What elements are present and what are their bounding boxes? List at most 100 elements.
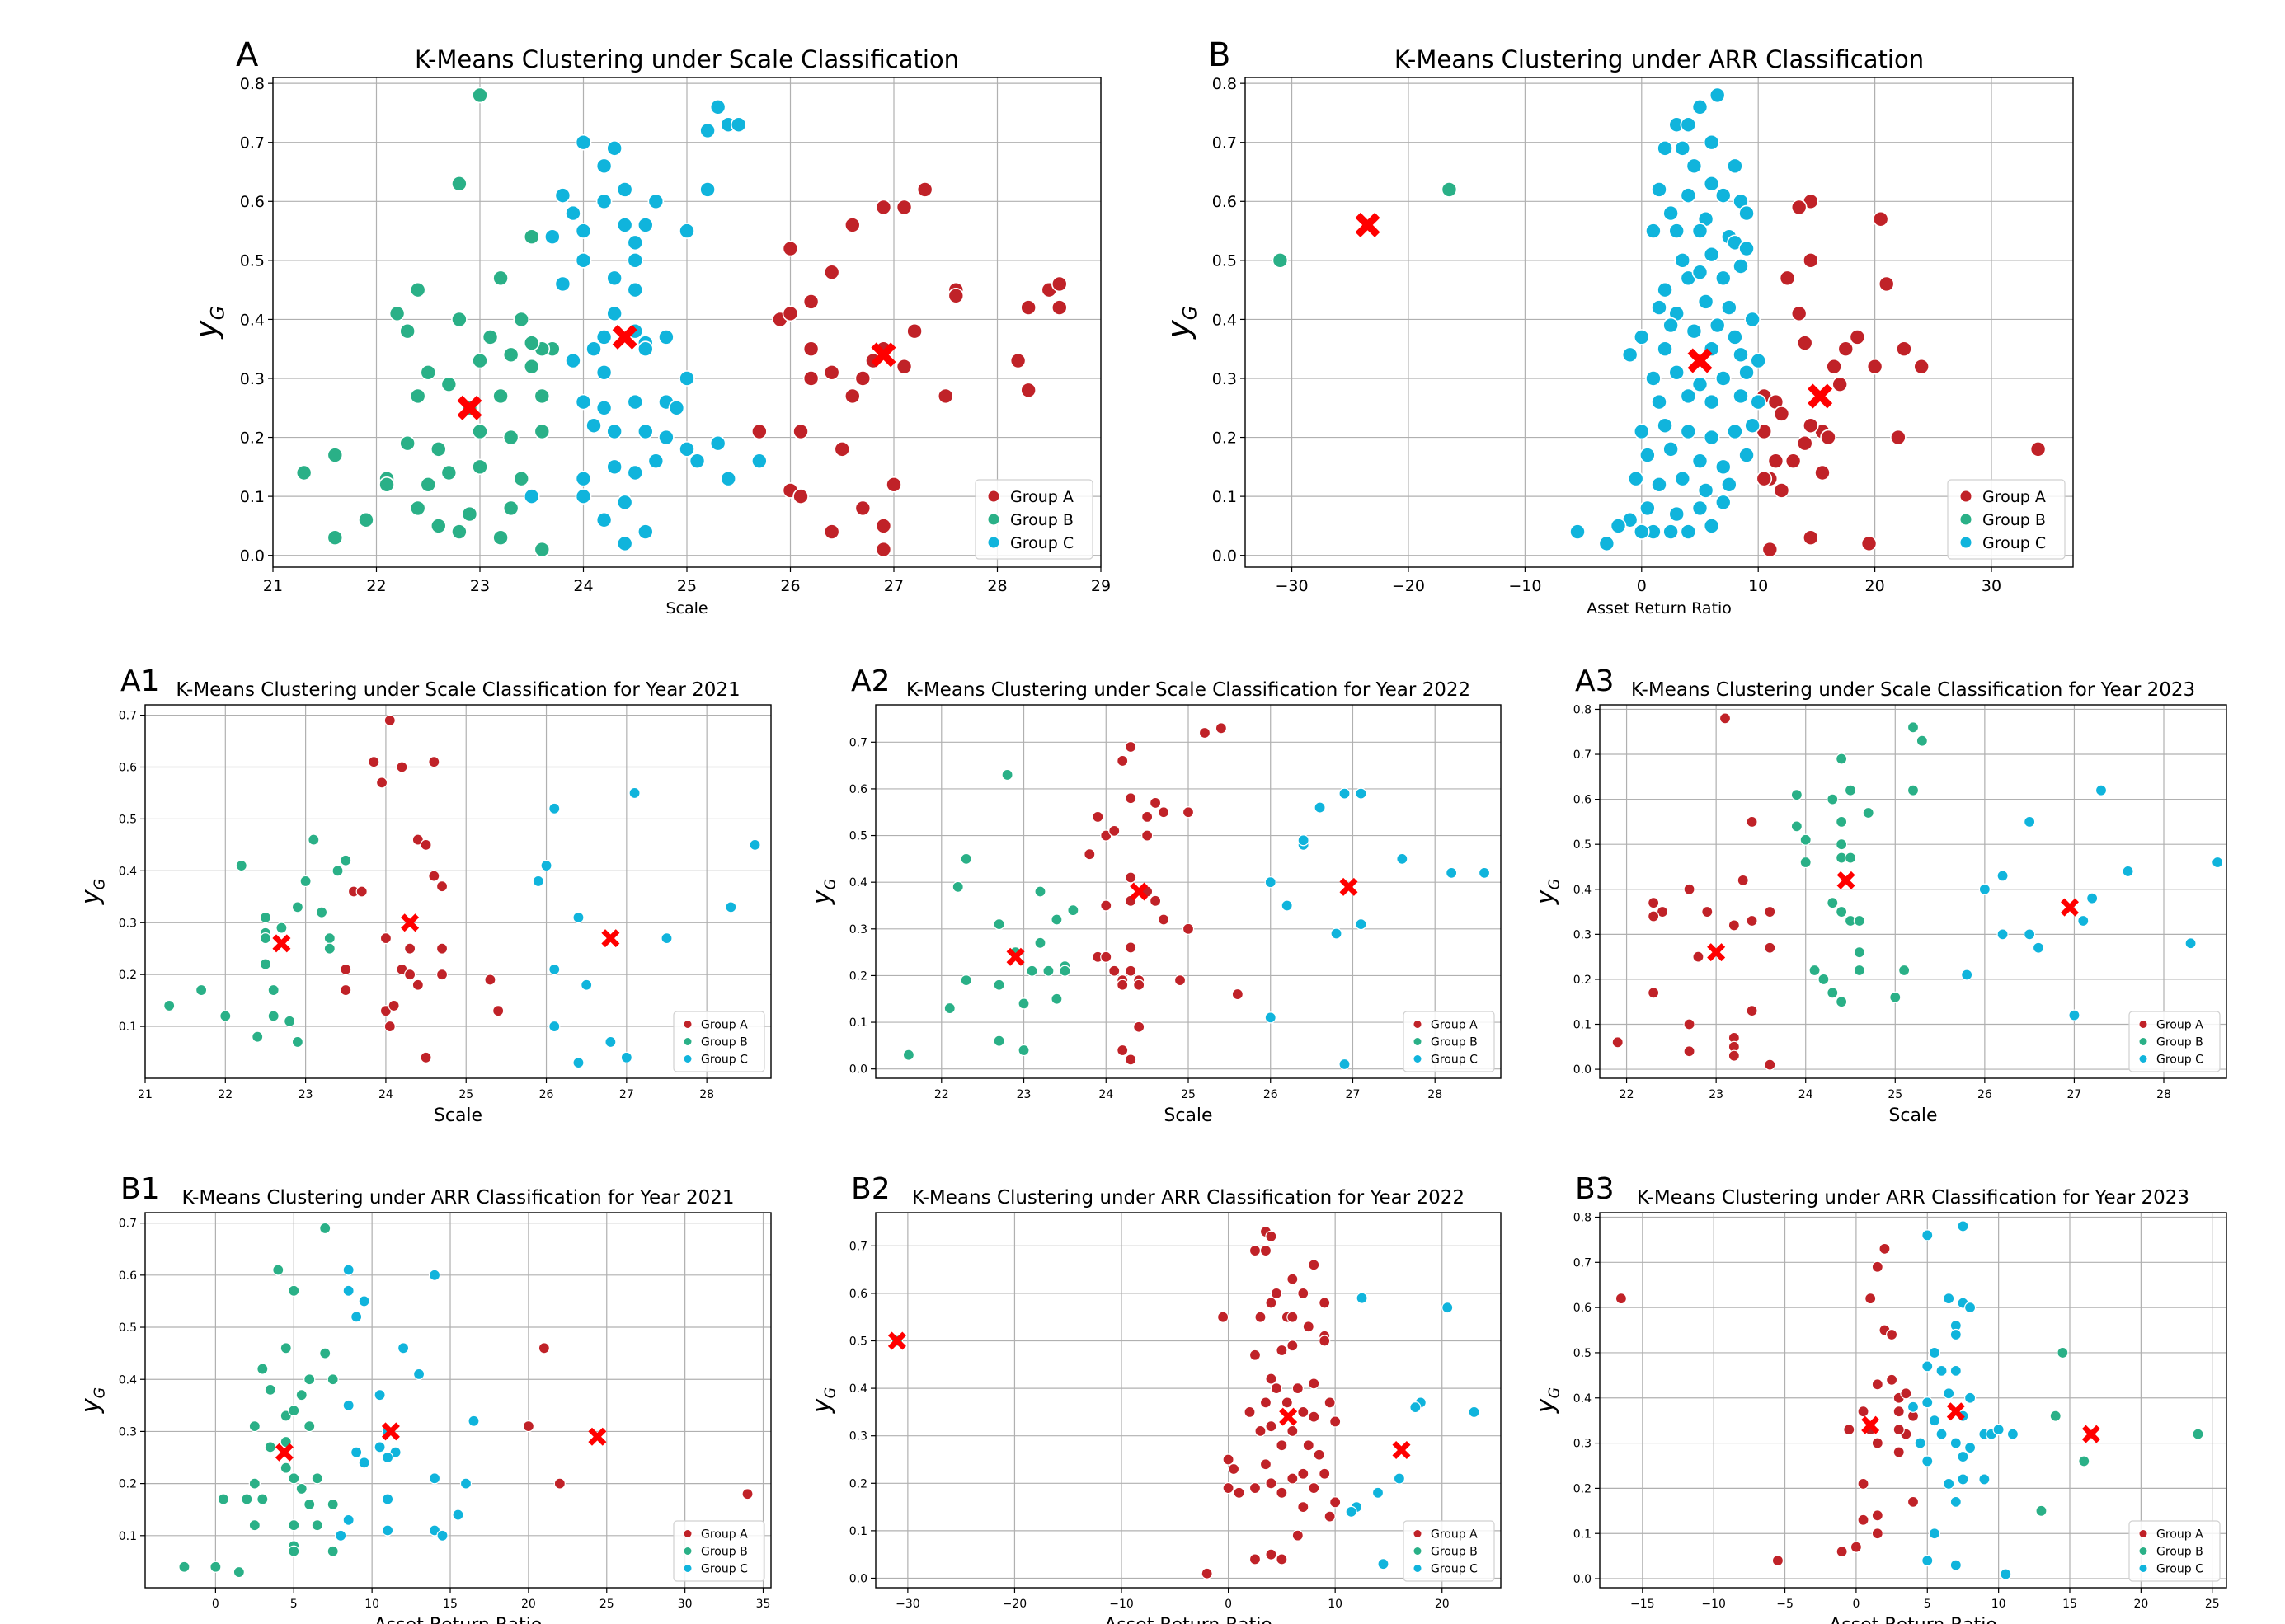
plot-frame [144, 704, 772, 1079]
data-point-group-c [1928, 1346, 1941, 1359]
data-point-group-b [340, 854, 352, 866]
data-point-group-b [1862, 806, 1874, 819]
data-point-group-c [1377, 1558, 1389, 1570]
data-point-group-a [1324, 1396, 1336, 1409]
data-point-group-b [358, 511, 374, 528]
data-point-group-c [1943, 1293, 1955, 1305]
data-point-group-a [1701, 905, 1714, 918]
data-point-group-a [1837, 340, 1855, 358]
y-axis-label: yG [188, 306, 228, 340]
data-point-group-b [233, 1565, 245, 1579]
y-tick-label: 0.7 [1573, 749, 1592, 762]
x-axis-label: Scale [1888, 1105, 1937, 1126]
data-point-group-c [397, 1342, 410, 1354]
data-point-group-c [1921, 1396, 1934, 1409]
panel-a: 21 22 23 24 25 26 27 28 29 0.0 0.1 0.2 0.3 0.4 0.5 0.6 0… [188, 36, 1111, 617]
y-tick-label: 0.4 [1573, 884, 1592, 897]
data-point-group-a [411, 979, 424, 991]
x-tick-label: 10 [1748, 577, 1768, 595]
data-point-group-b [323, 932, 336, 945]
y-tick-label: 0.4 [240, 311, 265, 329]
data-point-group-a [1302, 1321, 1314, 1333]
y-tick-label: 0.3 [1573, 928, 1592, 941]
data-point-group-c [595, 157, 613, 175]
data-point-group-c [1750, 393, 1766, 411]
x-tick-label: −20 [1392, 577, 1425, 595]
x-tick-label: 35 [756, 1598, 771, 1611]
panel-a1: 21 22 23 24 25 26 27 28 0.1 0.2 0.3 0.4 0.5 0.6 0.7 K-M… [77, 664, 772, 1126]
data-point-group-b [513, 311, 530, 328]
data-point-group-a [1265, 1373, 1277, 1385]
legend-label: Group B [2156, 1036, 2203, 1049]
data-point-group-a [428, 756, 440, 768]
data-point-group-a [435, 880, 449, 893]
data-point-group-c [1691, 453, 1709, 469]
data-point-group-c [436, 1529, 449, 1542]
data-point-group-c [1914, 1437, 1926, 1449]
data-point-group-a [1150, 796, 1162, 810]
data-point-group-b [319, 1222, 331, 1235]
panel-b3: −15 −10 −5 0 5 10 15 20 25 0.0 0.1 0.2 0.3 0.4 0.5 0.6 0… [1531, 1172, 2227, 1624]
data-point-group-b [291, 1035, 303, 1049]
legend-marker [987, 490, 1000, 503]
data-point-group-c [725, 901, 737, 913]
data-point-group-b [534, 423, 551, 440]
data-point-group-b [492, 270, 509, 287]
data-point-group-b [291, 901, 303, 913]
y-axis-label: yG [1160, 306, 1201, 340]
data-point-group-c [1727, 423, 1743, 440]
data-point-group-b [256, 1363, 269, 1375]
data-point-group-a [1896, 340, 1912, 358]
x-tick-label: 5 [290, 1598, 298, 1611]
data-point-group-c [2068, 1009, 2080, 1021]
data-point-group-a [1173, 974, 1187, 987]
data-point-group-c [1680, 523, 1697, 540]
data-point-group-b [523, 335, 540, 351]
x-tick-label: 28 [1427, 1088, 1442, 1101]
data-point-group-b [323, 942, 336, 955]
legend-marker [1959, 513, 1972, 526]
data-point-group-c [1907, 1401, 1920, 1413]
centroid-marker [1861, 1415, 1880, 1434]
x-tick-label: 24 [1098, 1088, 1113, 1101]
data-point-group-a [1871, 1378, 1883, 1391]
data-point-group-b [252, 1030, 264, 1043]
x-tick-label: −20 [1003, 1598, 1027, 1611]
data-point-group-a [896, 358, 913, 375]
data-point-group-a [1319, 1297, 1331, 1309]
data-point-group-c [1409, 1401, 1422, 1414]
data-point-group-b [523, 358, 540, 375]
data-point-group-a [1864, 1293, 1877, 1305]
data-point-group-b [451, 523, 468, 540]
data-point-group-a [1857, 1514, 1869, 1526]
data-point-group-c [1961, 969, 1973, 981]
x-tick-label: 29 [1091, 577, 1111, 595]
y-axis-label-subscript: G [208, 306, 228, 320]
data-point-group-a [802, 293, 820, 310]
data-point-group-c [565, 352, 581, 369]
centroid-marker [1946, 1402, 1965, 1421]
centroid-marker [1808, 383, 1833, 409]
y-tick-label: 0.8 [1573, 703, 1592, 716]
y-tick-label: 0.2 [240, 429, 265, 447]
y-tick-label: 0.1 [1212, 488, 1237, 506]
data-point-group-a [1826, 358, 1842, 375]
data-point-group-b [1001, 768, 1013, 781]
data-point-group-c [1714, 187, 1732, 204]
x-tick-label: 30 [678, 1598, 693, 1611]
data-point-group-b [195, 983, 208, 997]
data-point-group-c [428, 1472, 441, 1485]
centroid-marker [588, 1427, 607, 1446]
data-point-group-b [409, 387, 426, 405]
data-point-group-a [379, 932, 393, 945]
panel-label: B2 [851, 1172, 891, 1206]
data-point-group-c [1680, 387, 1697, 405]
data-point-group-a [1900, 1387, 1912, 1400]
panel-label: B [1208, 36, 1230, 74]
y-tick-label: 0.6 [119, 762, 137, 775]
data-point-group-a [1857, 1477, 1869, 1490]
x-tick-label: −10 [1701, 1598, 1726, 1611]
data-point-group-b [461, 505, 478, 523]
data-point-group-c [637, 217, 654, 233]
y-axis-label: yG [77, 879, 109, 905]
